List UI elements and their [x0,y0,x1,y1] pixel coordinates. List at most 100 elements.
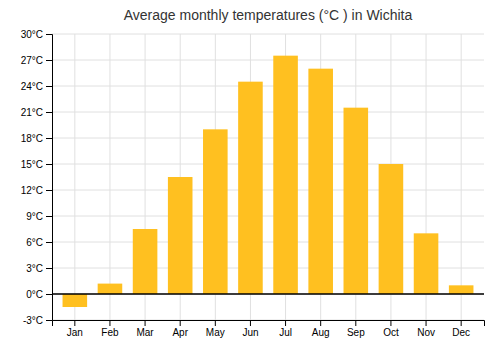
tick-label: Feb [101,327,119,338]
tick-mark [46,34,52,35]
tick-label: 6°C [26,237,43,248]
tick-mark [390,320,391,326]
grid-line [52,190,484,191]
tick: May [206,320,225,338]
tick-mark [320,320,321,326]
grid-line [74,34,75,320]
tick-label: Dec [452,327,470,338]
tick-mark [215,320,216,326]
tick-mark [46,294,52,295]
x-axis: Jan Feb Mar Apr May Jun Jul Aug Sep Oct Nov Dec [53,320,485,338]
tick-label: Jan [67,327,83,338]
tick-label: Oct [383,327,399,338]
tick-mark [109,320,110,326]
bar [273,56,298,294]
tick-mark [46,60,52,61]
tick-mark [46,86,52,87]
bar [379,164,404,294]
tick-mark [46,190,52,191]
tick-label: 12°C [21,185,43,196]
tick: 3°C [26,263,52,274]
plot: -3°C 0°C 3°C 6°C 9°C 12°C 15°C 18°C 21°C 24°C 27°C… [21,29,485,338]
tick: 30°C [21,29,52,40]
tick: Jun [242,320,258,338]
bar [168,177,193,294]
tick-mark [46,268,52,269]
axis-line [53,321,485,327]
baseline [52,293,484,295]
grid-line [52,164,484,165]
grid-line [52,294,484,295]
tick: Jan [67,320,83,338]
tick-label: Jul [279,327,292,338]
tick: Dec [452,320,470,338]
tick-label: 3°C [26,263,43,274]
tick-label: Nov [417,327,435,338]
tick-mark [46,216,52,217]
bar [133,229,158,294]
tick-label: 21°C [21,107,43,118]
tick: 12°C [21,185,52,196]
bar [344,108,369,294]
tick: 15°C [21,159,52,170]
tick-label: 27°C [21,55,43,66]
tick-mark [145,320,146,326]
tick-mark [355,320,356,326]
tick-mark [46,242,52,243]
tick-mark [46,164,52,165]
tick-label: 15°C [21,159,43,170]
tick: 0°C [26,289,52,300]
grid-line [52,86,484,87]
grid-line [461,34,462,320]
y-axis: -3°C 0°C 3°C 6°C 9°C 12°C 15°C 18°C 21°C 24°C 27°C… [21,29,53,326]
tick-label: 24°C [21,81,43,92]
tick-mark [46,138,52,139]
bar [414,233,439,294]
bar [308,69,333,294]
tick: Jul [279,320,292,338]
tick-label: Mar [136,327,154,338]
tick-mark [74,320,75,326]
bars [63,56,474,307]
tick-label: May [206,327,225,338]
grid [52,34,484,320]
grid-line [52,34,484,35]
tick: 21°C [21,107,52,118]
chart: -3°C 0°C 3°C 6°C 9°C 12°C 15°C 18°C 21°C 24°C 27°C… [0,0,500,350]
tick-label: Aug [312,327,330,338]
tick-label: -3°C [23,315,43,326]
tick: Oct [383,320,399,338]
tick-mark [46,112,52,113]
tick: Apr [172,320,188,338]
tick-mark [426,320,427,326]
tick-label: 18°C [21,133,43,144]
bar [203,129,228,294]
tick: 24°C [21,81,52,92]
tick-mark [180,320,181,326]
bar [449,285,474,294]
tick: 18°C [21,133,52,144]
grid-line [52,216,484,217]
tick-label: 9°C [26,211,43,222]
tick-mark [250,320,251,326]
tick: Mar [136,320,154,338]
tick-label: Jun [242,327,258,338]
tick: 27°C [21,55,52,66]
grid-line [52,112,484,113]
grid-line [52,60,484,61]
tick-label: Sep [347,327,365,338]
tick: Feb [101,320,119,338]
tick-label: 0°C [26,289,43,300]
tick: -3°C [23,315,52,326]
tick: Nov [417,320,435,338]
tick: 6°C [26,237,52,248]
title: Average monthly temperatures (°C ) in Wi… [124,7,413,23]
grid-line [109,34,110,320]
tick-mark [285,320,286,326]
tick-mark [461,320,462,326]
tick-mark [46,320,52,321]
tick-label: 30°C [21,29,43,40]
bar [63,294,88,307]
tick-label: Apr [172,327,188,338]
tick: Sep [347,320,365,338]
